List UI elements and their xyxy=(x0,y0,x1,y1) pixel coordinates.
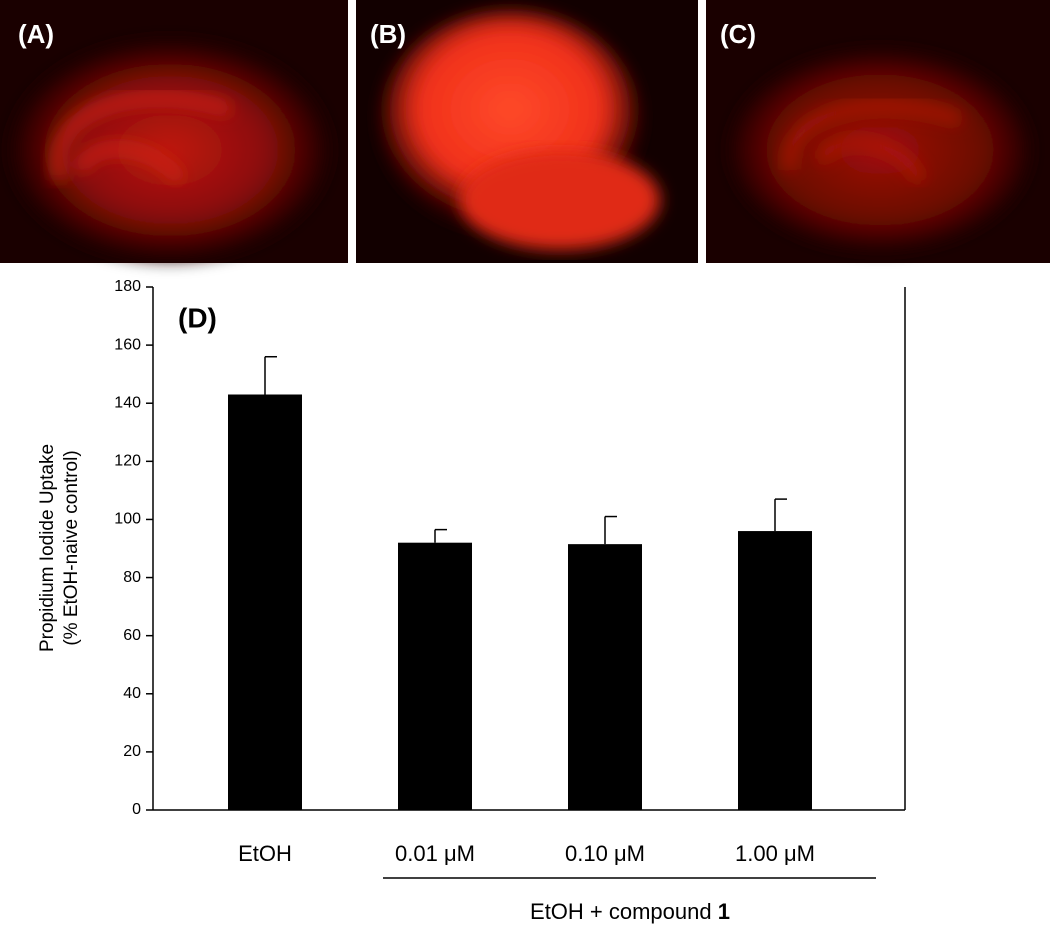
y-tick-label: 40 xyxy=(123,685,141,702)
bar xyxy=(398,542,472,810)
y-tick-label: 20 xyxy=(123,743,141,760)
image-c xyxy=(706,0,1050,263)
group-label: EtOH + compound 1 xyxy=(530,899,730,924)
y-tick-label: 100 xyxy=(114,511,141,528)
x-tick-label: 0.10 μM xyxy=(565,841,645,866)
panel-label: (A) xyxy=(18,19,54,49)
y-tick-label: 180 xyxy=(114,278,141,295)
y-tick-label: 160 xyxy=(114,336,141,353)
x-tick-label: 1.00 μM xyxy=(735,841,815,866)
y-tick-label: 120 xyxy=(114,453,141,470)
x-tick-label: 0.01 μM xyxy=(395,841,475,866)
y-axis-title-line: Propidium Iodide Uptake xyxy=(37,444,58,652)
panel-label: (B) xyxy=(370,19,406,49)
bar xyxy=(228,394,302,810)
bar xyxy=(738,531,812,810)
x-tick-label: EtOH xyxy=(238,841,292,866)
group-label-text: EtOH + compound xyxy=(530,899,718,924)
y-tick-label: 60 xyxy=(123,627,141,644)
group-label-compound: 1 xyxy=(718,899,730,924)
y-tick-label: 140 xyxy=(114,394,141,411)
panel-label: (C) xyxy=(720,19,756,49)
y-axis-title-line: (% EtOH-naive control) xyxy=(61,450,82,645)
bar xyxy=(568,544,642,810)
y-tick-label: 0 xyxy=(132,801,141,818)
image-b xyxy=(356,0,698,263)
image-a xyxy=(0,0,348,263)
y-tick-label: 80 xyxy=(123,569,141,586)
y-axis-title: Propidium Iodide Uptake (% EtOH-naive co… xyxy=(37,444,82,652)
panel-label: (D) xyxy=(178,302,217,333)
